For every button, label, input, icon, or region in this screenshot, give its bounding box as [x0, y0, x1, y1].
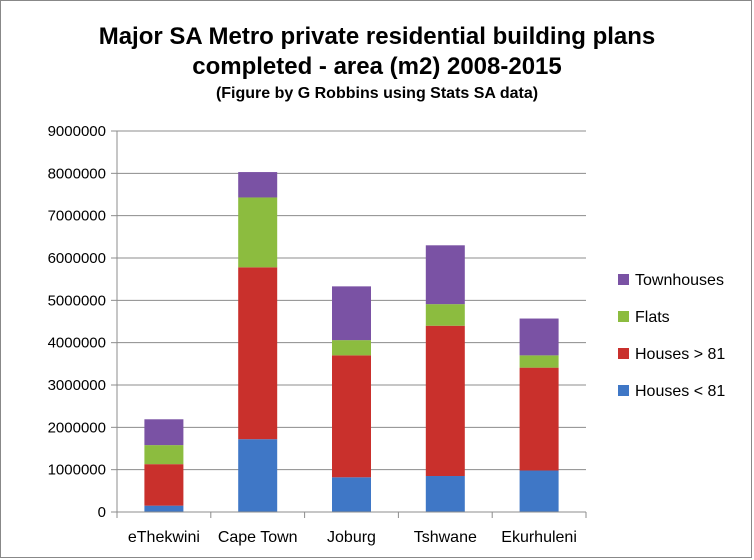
axes — [116, 131, 587, 518]
bar-segment — [425, 304, 465, 326]
y-tick-label: 3000000 — [48, 377, 106, 394]
chart-title-block: Major SA Metro private residential build… — [0, 22, 754, 106]
chart-subtitle: (Figure by G Robbins using Stats SA data… — [215, 85, 539, 102]
legend-swatch — [618, 348, 629, 359]
category-label: Cape Town — [218, 529, 298, 546]
bar-segment — [425, 245, 465, 305]
legend: Townhouses Flats Houses > 81 Houses < 81 — [618, 272, 725, 400]
y-tick-label: 6000000 — [48, 250, 106, 267]
bar-segment — [425, 325, 465, 477]
bar-segment — [519, 367, 559, 471]
bar-segment — [332, 477, 371, 512]
bar-segment — [519, 355, 559, 368]
bar-segment — [332, 286, 371, 341]
bar-segment — [144, 505, 184, 512]
legend-swatch — [618, 385, 629, 396]
category-label: eThekwini — [128, 529, 200, 546]
y-tick-label: 0 — [98, 504, 106, 521]
bar-segment — [238, 197, 278, 268]
bar-segment — [238, 172, 278, 198]
bar-segment — [519, 470, 559, 512]
legend-label: Flats — [635, 309, 670, 326]
y-tick-label: 5000000 — [48, 292, 106, 309]
y-tick-label: 8000000 — [48, 165, 106, 182]
bar-segment — [238, 439, 278, 512]
bar-segment — [332, 355, 371, 478]
chart-title-line-1: Major SA Metro private residential build… — [98, 23, 656, 50]
legend-label: Townhouses — [635, 272, 724, 289]
x-axis-category-labels: eThekwini Cape Town Joburg Tshwane Ekurhulen… — [128, 529, 577, 546]
legend-label: Houses < 81 — [635, 383, 725, 400]
bar-segment — [238, 267, 278, 440]
category-label: Joburg — [327, 529, 376, 546]
y-tick-label: 9000000 — [48, 123, 106, 140]
y-tick-label: 2000000 — [48, 419, 106, 436]
legend-swatch — [618, 274, 629, 285]
y-axis-tick-labels: 0 1000000 2000000 3000000 4000000 5000000 6000… — [48, 123, 106, 521]
category-label: Tshwane — [414, 529, 477, 546]
bar-segment — [425, 476, 465, 512]
legend-label: Houses > 81 — [635, 346, 725, 363]
y-tick-label: 4000000 — [48, 335, 106, 352]
bar-segment — [144, 445, 184, 465]
legend-swatch — [618, 311, 629, 322]
category-label: Ekurhuleni — [501, 529, 577, 546]
bar-segment — [144, 464, 184, 506]
y-tick-label: 1000000 — [48, 462, 106, 479]
bar-segment — [519, 318, 559, 356]
chart-title-line-2: completed - area (m2) 2008-2015 — [192, 53, 562, 80]
bar-segment — [332, 340, 371, 356]
bar-segment — [144, 419, 184, 446]
y-tick-label: 7000000 — [48, 208, 106, 225]
bars — [144, 172, 559, 512]
